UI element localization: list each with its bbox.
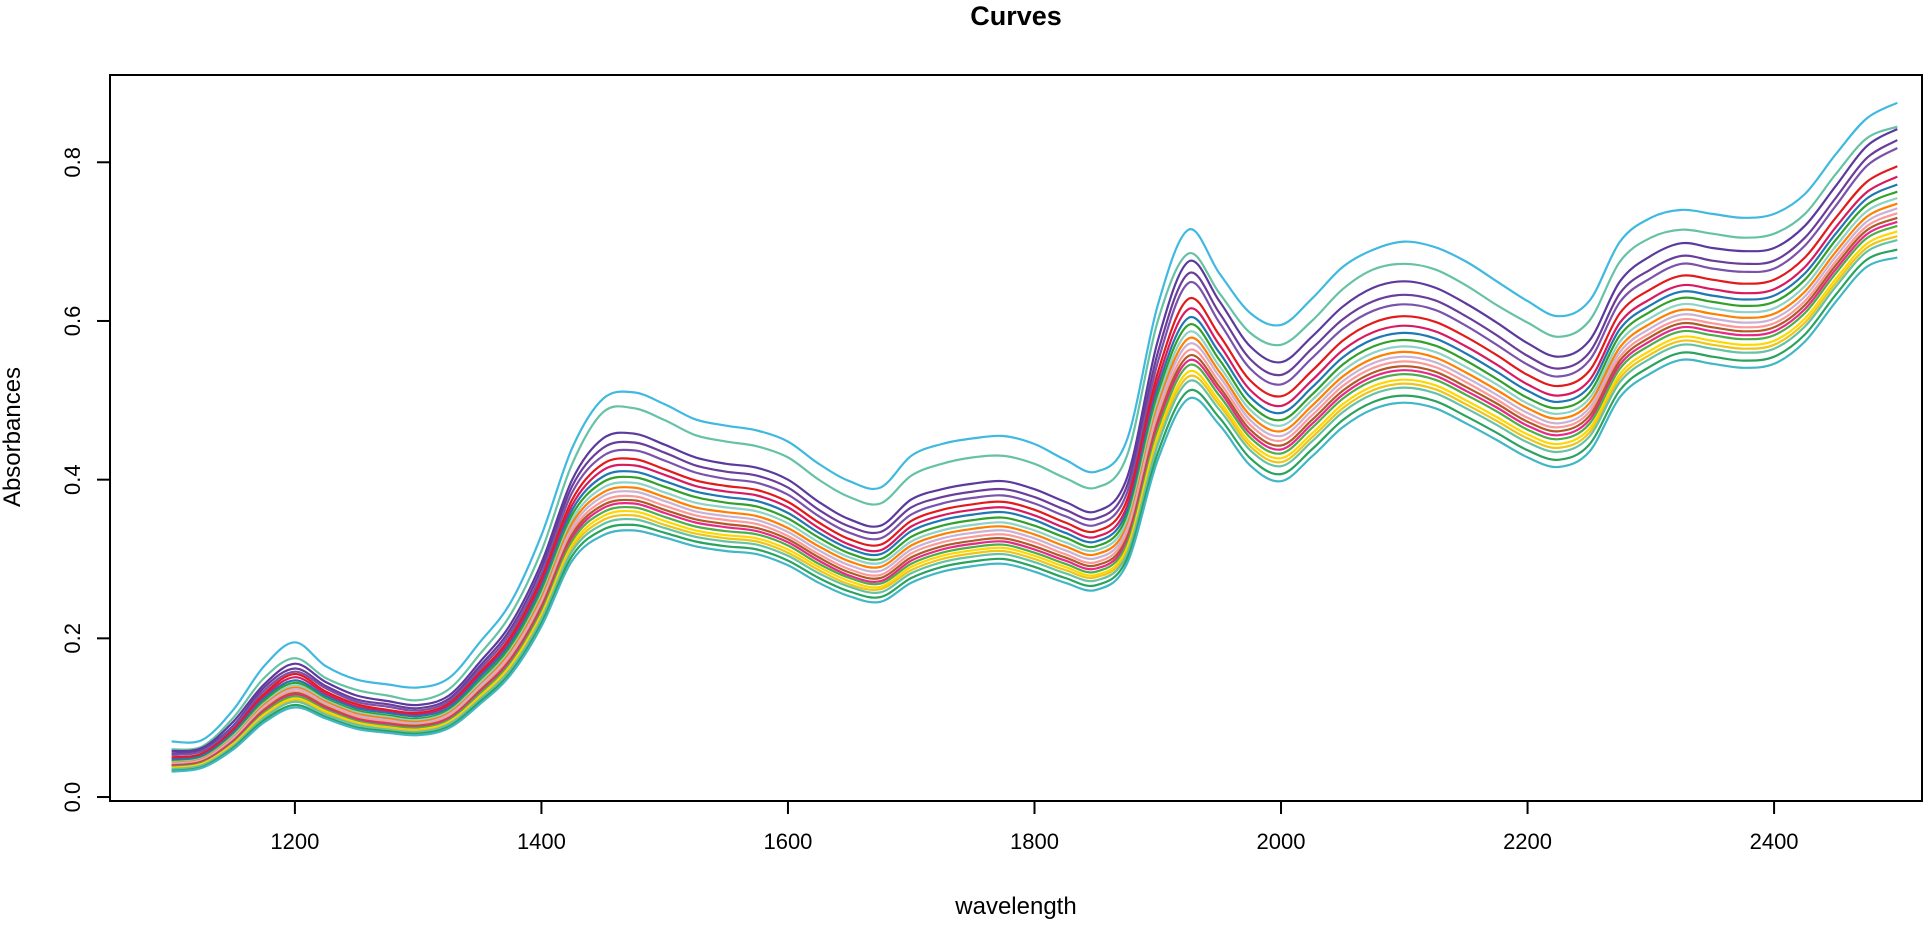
series-line-8 (171, 183, 1898, 761)
series-line-11 (171, 202, 1898, 764)
y-axis-title: Absorbances (0, 367, 26, 507)
series-line-13 (171, 212, 1898, 766)
x-tick-label: 1600 (763, 829, 812, 854)
x-tick-label: 2200 (1503, 829, 1552, 854)
x-tick-label: 2000 (1257, 829, 1306, 854)
x-axis-title: wavelength (954, 893, 1076, 920)
y-tick-label: 0.8 (60, 147, 85, 178)
x-tick-label: 1400 (517, 829, 566, 854)
y-tick-label: 0.4 (60, 464, 85, 495)
chart-title: Curves (970, 1, 1062, 31)
series-line-9 (171, 190, 1898, 763)
series-line-6 (171, 165, 1898, 759)
series-line-14 (171, 216, 1898, 767)
series-line-19 (171, 238, 1898, 771)
x-tick-label: 2400 (1750, 829, 1799, 854)
y-axis: 0.0 0.2 0.4 0.6 0.8 (60, 147, 111, 813)
series-line-7 (171, 175, 1898, 760)
series-line-18 (171, 235, 1898, 770)
x-tick-label: 1200 (270, 829, 319, 854)
curves-group (171, 101, 1898, 773)
y-tick-label: 0.2 (60, 623, 85, 654)
series-line-3 (171, 128, 1898, 753)
x-axis: 1200 1400 1600 1800 2000 2200 2400 (270, 800, 1799, 854)
y-tick-label: 0.6 (60, 306, 85, 337)
series-line-15 (171, 220, 1898, 768)
y-tick-label: 0.0 (60, 782, 85, 813)
series-line-16 (171, 224, 1898, 768)
series-line-2 (171, 125, 1898, 751)
series-line-20 (171, 248, 1898, 772)
series-line-1 (171, 101, 1898, 744)
x-tick-label: 1800 (1010, 829, 1059, 854)
series-line-21 (171, 256, 1898, 773)
series-line-4 (171, 139, 1898, 755)
series-line-12 (171, 207, 1898, 765)
series-line-10 (171, 196, 1898, 764)
series-line-5 (171, 147, 1898, 757)
